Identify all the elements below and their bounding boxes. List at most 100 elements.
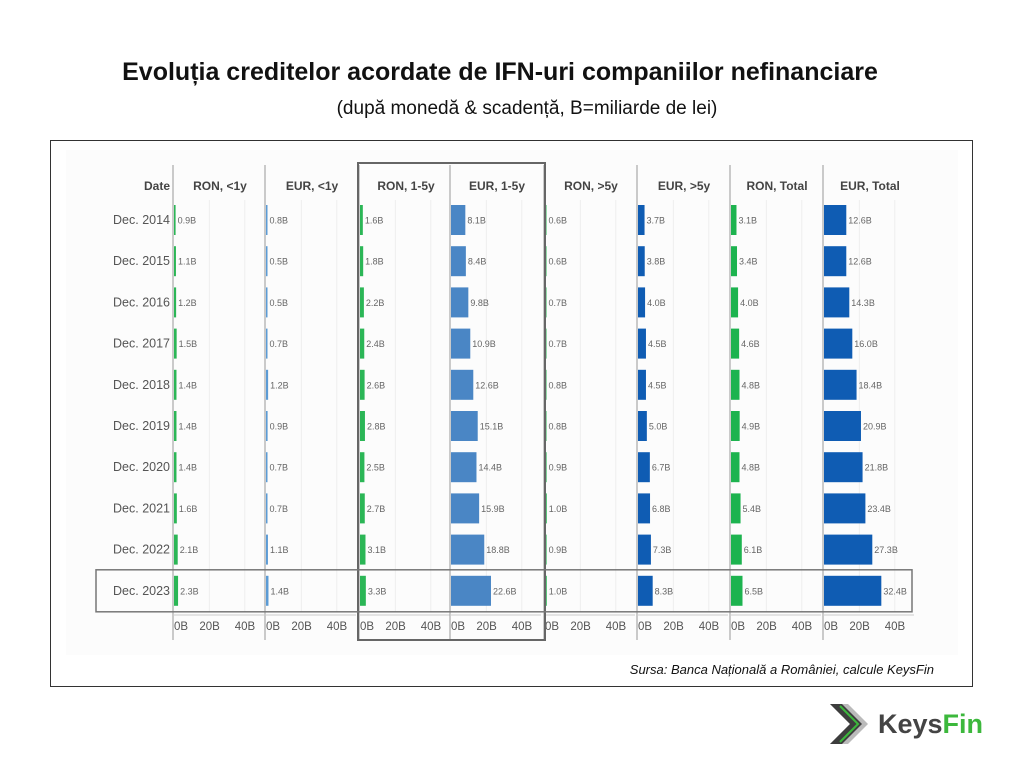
bar bbox=[266, 369, 269, 400]
bar bbox=[174, 575, 179, 606]
x-tick-label: 20B bbox=[199, 621, 220, 633]
bar bbox=[360, 287, 364, 318]
category-label: Dec. 2016 bbox=[113, 295, 170, 309]
series-header: RON, >5y bbox=[564, 179, 618, 193]
data-label: 0.7B bbox=[549, 339, 568, 349]
data-label: 21.8B bbox=[865, 463, 889, 473]
category-label: Dec. 2019 bbox=[113, 419, 170, 433]
data-label: 3.8B bbox=[647, 257, 666, 267]
bar bbox=[174, 246, 176, 277]
data-label: 2.2B bbox=[366, 298, 385, 308]
series-header: RON, <1y bbox=[193, 179, 247, 193]
bar bbox=[360, 205, 363, 235]
x-tick-label: 0B bbox=[824, 621, 838, 633]
data-label: 6.5B bbox=[745, 586, 764, 596]
category-label: Dec. 2017 bbox=[113, 337, 170, 351]
bar bbox=[638, 369, 646, 400]
data-label: 0.9B bbox=[549, 545, 568, 555]
data-label: 0.7B bbox=[549, 298, 568, 308]
x-tick-label: 40B bbox=[235, 621, 256, 633]
bar bbox=[451, 246, 466, 277]
data-label: 3.3B bbox=[368, 586, 387, 596]
x-tick-label: 20B bbox=[385, 621, 406, 633]
data-label: 1.1B bbox=[270, 545, 289, 555]
data-label: 9.8B bbox=[470, 298, 489, 308]
bar bbox=[731, 287, 739, 318]
data-label: 23.4B bbox=[867, 504, 891, 514]
series-header: RON, 1-5y bbox=[377, 179, 435, 193]
chevron-logo-icon bbox=[830, 704, 868, 744]
data-label: 3.4B bbox=[739, 257, 758, 267]
bar bbox=[360, 575, 366, 606]
series-header: EUR, 1-5y bbox=[469, 179, 525, 193]
x-tick-label: 40B bbox=[606, 621, 627, 633]
bar bbox=[824, 493, 866, 524]
bar bbox=[174, 205, 176, 235]
x-tick-label: 20B bbox=[849, 621, 870, 633]
bar bbox=[174, 369, 177, 400]
data-label: 15.9B bbox=[481, 504, 505, 514]
x-tick-label: 20B bbox=[663, 621, 684, 633]
data-label: 4.5B bbox=[648, 380, 667, 390]
data-label: 1.0B bbox=[549, 586, 568, 596]
category-label: Dec. 2020 bbox=[113, 460, 170, 474]
data-label: 8.3B bbox=[655, 586, 674, 596]
x-tick-label: 40B bbox=[792, 621, 813, 633]
data-label: 1.6B bbox=[179, 504, 198, 514]
x-tick-label: 40B bbox=[327, 621, 348, 633]
x-tick-label: 20B bbox=[756, 621, 777, 633]
bar bbox=[266, 575, 269, 606]
data-label: 2.7B bbox=[367, 504, 386, 514]
data-label: 4.8B bbox=[741, 380, 760, 390]
logo-text-fin: Fin bbox=[942, 708, 984, 739]
data-label: 8.1B bbox=[467, 216, 486, 226]
data-label: 4.5B bbox=[648, 339, 667, 349]
x-tick-label: 0B bbox=[360, 621, 374, 633]
data-label: 1.6B bbox=[365, 216, 384, 226]
bar bbox=[174, 287, 177, 318]
data-label: 1.2B bbox=[178, 298, 197, 308]
chart-subtitle: (după monedă & scadență, B=miliarde de l… bbox=[336, 98, 718, 119]
data-label: 1.1B bbox=[178, 257, 197, 267]
series-header: EUR, <1y bbox=[286, 179, 339, 193]
bar bbox=[824, 575, 882, 606]
data-label: 10.9B bbox=[472, 339, 496, 349]
data-label: 4.8B bbox=[741, 463, 760, 473]
bar bbox=[638, 575, 653, 606]
data-label: 1.4B bbox=[178, 422, 197, 432]
data-label: 0.8B bbox=[549, 422, 568, 432]
data-label: 1.4B bbox=[270, 586, 289, 596]
data-label: 12.6B bbox=[848, 216, 872, 226]
bar bbox=[731, 246, 738, 277]
x-tick-label: 20B bbox=[570, 621, 591, 633]
data-label: 6.8B bbox=[652, 504, 671, 514]
category-label: Dec. 2014 bbox=[113, 213, 170, 227]
bar bbox=[451, 534, 485, 565]
data-label: 0.5B bbox=[270, 257, 289, 267]
x-tick-label: 0B bbox=[545, 621, 559, 633]
bar bbox=[360, 452, 365, 483]
bar bbox=[824, 205, 847, 235]
bar bbox=[174, 411, 177, 441]
data-label: 4.9B bbox=[742, 422, 761, 432]
series-header: RON, Total bbox=[746, 179, 807, 193]
data-label: 0.9B bbox=[270, 422, 289, 432]
data-label: 0.8B bbox=[270, 216, 289, 226]
data-label: 2.5B bbox=[366, 463, 385, 473]
bar bbox=[824, 328, 853, 359]
bar bbox=[824, 411, 861, 441]
data-label: 0.8B bbox=[549, 380, 568, 390]
x-tick-label: 0B bbox=[266, 621, 280, 633]
date-header: Date bbox=[144, 179, 170, 193]
chart-frame bbox=[50, 140, 973, 687]
data-label: 0.6B bbox=[549, 257, 568, 267]
data-label: 3.1B bbox=[367, 545, 386, 555]
bar bbox=[266, 287, 268, 318]
bar bbox=[174, 493, 177, 524]
series-header: EUR, Total bbox=[840, 179, 900, 193]
bar bbox=[360, 369, 365, 400]
data-label: 0.6B bbox=[549, 216, 568, 226]
x-tick-label: 20B bbox=[291, 621, 312, 633]
source-note: Sursa: Banca Națională a României, calcu… bbox=[629, 662, 934, 677]
